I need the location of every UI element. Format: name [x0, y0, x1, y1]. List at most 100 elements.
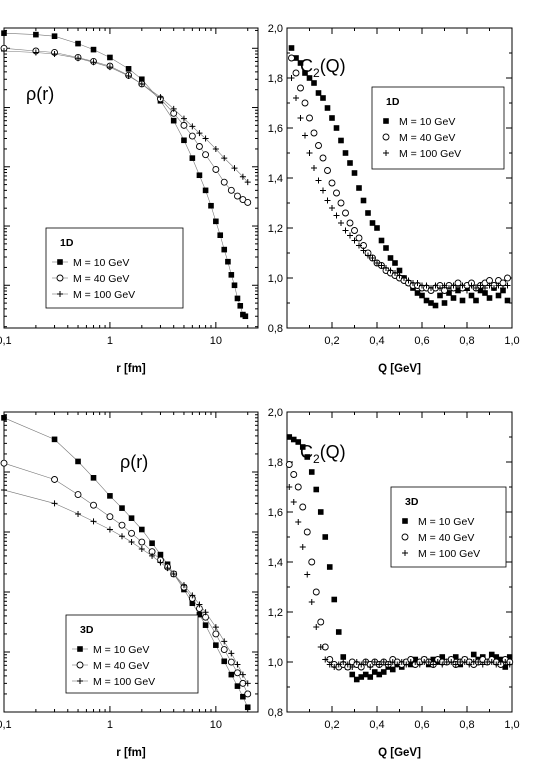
data-point-circle [212, 630, 220, 638]
legend-marker-circle [401, 533, 409, 541]
legend-marker-circle [76, 661, 84, 669]
data-point-square [202, 622, 209, 628]
data-point-square [217, 232, 224, 239]
data-point-plus [342, 227, 349, 234]
data-point-square [340, 654, 347, 660]
data-point-plus [450, 282, 457, 289]
data-point-plus [221, 155, 228, 162]
data-point-square [33, 31, 39, 38]
data-point-square [170, 117, 177, 124]
data-point-square [414, 290, 421, 296]
legend-entry: M = 40 GeV [399, 132, 455, 144]
data-point-square [423, 297, 430, 304]
data-point-plus [106, 526, 113, 533]
data-point-plus [306, 150, 313, 156]
data-point-plus [405, 277, 412, 284]
legend-entry: M = 10 GeV [399, 116, 455, 128]
data-point-square [228, 671, 235, 678]
data-point-plus [459, 282, 466, 289]
data-point-circle [342, 209, 349, 217]
data-point-square [240, 693, 246, 700]
data-point-square [380, 669, 387, 675]
data-point-plus [320, 187, 326, 194]
data-point-plus [477, 282, 484, 289]
data-point-plus [502, 659, 509, 665]
x-axis-label: r [fm] [116, 363, 146, 375]
data-point-square [428, 300, 434, 306]
data-point-plus [32, 49, 39, 56]
panel-title-tail: (Q) [320, 56, 346, 76]
data-point-plus [425, 659, 432, 665]
data-point-square [324, 105, 331, 111]
series-square [288, 45, 511, 309]
data-point-square [90, 46, 97, 53]
chart-panel-4: 0,2 0,4 0,6 0,8 1,0 0,8 1,0 1,2 1,4 1,6 1,8 2,0 Q [G… [268, 407, 520, 759]
data-point-square [362, 671, 369, 678]
data-point-square [504, 297, 511, 304]
data-point-plus [441, 282, 448, 289]
data-point-square [196, 172, 203, 179]
data-point-plus [423, 282, 430, 289]
y-tick-label: 1,6 [268, 507, 283, 519]
data-point-plus [482, 285, 488, 291]
data-point-square [295, 439, 302, 445]
data-point-plus [349, 664, 356, 670]
data-point-circle [319, 154, 327, 162]
data-point-plus [125, 73, 132, 80]
chart-panel-2: 0,2 0,4 0,6 0,8 1,0 0,8 1,0 1,2 1,4 1,6 1,8 2,0 Q [G… [268, 23, 520, 375]
data-point-circle [285, 461, 293, 468]
data-point-plus [51, 500, 58, 507]
data-point-plus [331, 664, 338, 670]
data-point-square [387, 255, 394, 261]
data-point-square [365, 210, 371, 216]
legend-marker-square [383, 118, 389, 124]
data-point-circle [244, 690, 252, 698]
y-tick-label: 2,0 [268, 23, 283, 35]
data-point-square [317, 509, 324, 515]
data-point-plus [244, 680, 251, 687]
data-point-plus [446, 285, 452, 291]
data-point-plus [414, 280, 421, 286]
data-point-square [389, 666, 396, 673]
data-point-circle [324, 167, 331, 174]
data-point-plus [365, 252, 371, 259]
legend-entry: M = 10 GeV [418, 516, 474, 528]
chart-panel-3: 0,11100,10,010,0010,00010,00001r [fm]ρ(r… [0, 411, 259, 759]
data-point-plus [448, 659, 455, 665]
data-point-square [313, 486, 320, 493]
data-point-circle [180, 121, 188, 129]
legend-marker-square [57, 259, 63, 265]
data-point-square [338, 137, 344, 144]
legend: 3D M = 10 GeV M = 40 GeV M = 100 GeV [390, 486, 507, 568]
data-point-circle [244, 198, 252, 206]
data-point-square [189, 155, 196, 161]
data-point-square [107, 54, 113, 61]
data-point-plus [347, 232, 353, 239]
panel-title-subscript: 2 [313, 452, 320, 466]
data-point-square [441, 300, 448, 306]
data-point-plus [439, 661, 446, 668]
data-point-plus [473, 285, 479, 291]
data-point-circle [195, 143, 203, 150]
data-point-plus [479, 661, 486, 668]
data-point-square [51, 33, 58, 39]
data-point-plus [437, 285, 443, 291]
data-point-circle [337, 199, 345, 207]
chart-panel-1: 0,11100,10,010,0010,00010,00001r [fm]ρ(r… [0, 27, 259, 375]
data-point-circle [234, 669, 241, 677]
data-point-circle [90, 501, 97, 509]
data-point-square [371, 669, 378, 675]
data-point-circle [288, 54, 295, 62]
data-point-square [342, 150, 349, 156]
data-point-square [383, 245, 389, 251]
data-point-circle [504, 274, 511, 282]
data-point-square [506, 654, 513, 660]
data-point-plus [504, 282, 511, 289]
data-point-square [297, 60, 304, 66]
data-point-square [181, 137, 187, 144]
data-point-plus [51, 51, 58, 58]
data-point-circle [328, 179, 336, 187]
data-point-plus [398, 659, 405, 665]
legend-marker-square [77, 646, 83, 652]
